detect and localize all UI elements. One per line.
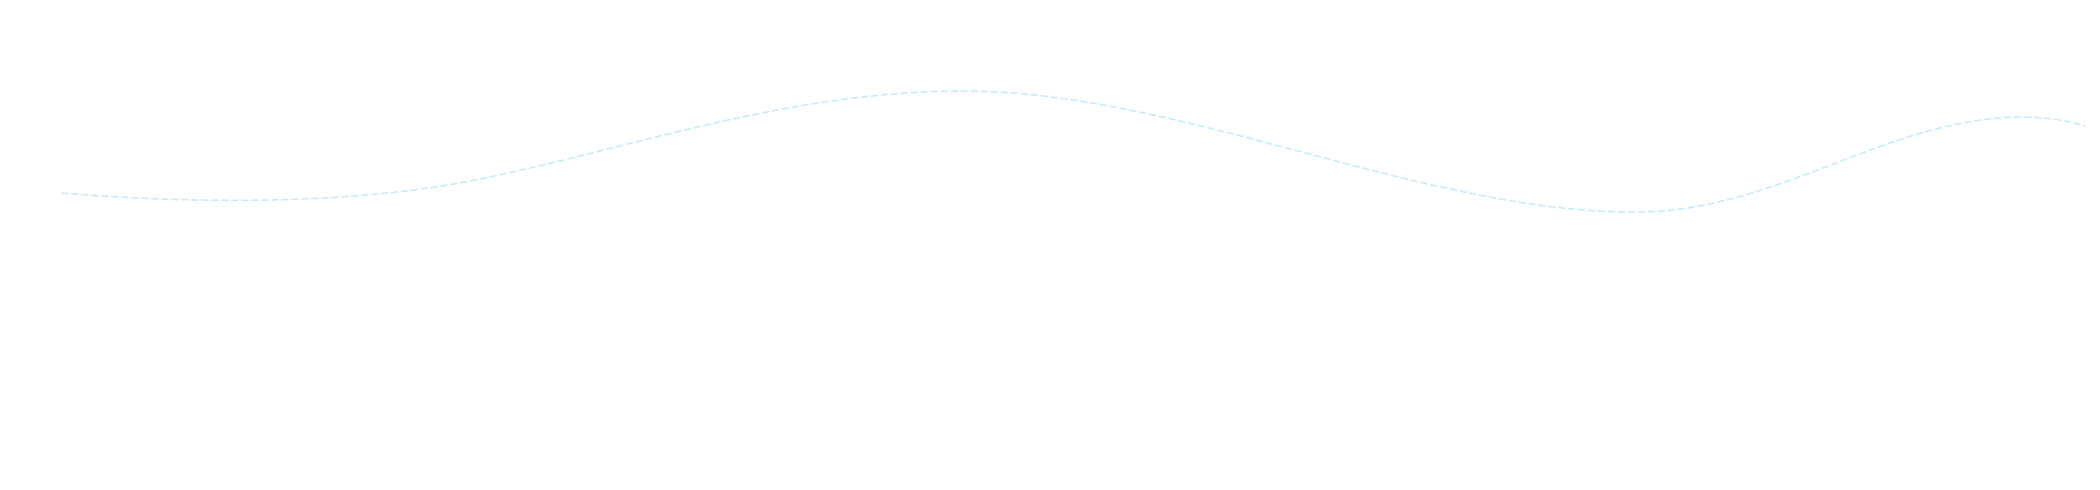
dashed-wave-line [61,90,2086,213]
